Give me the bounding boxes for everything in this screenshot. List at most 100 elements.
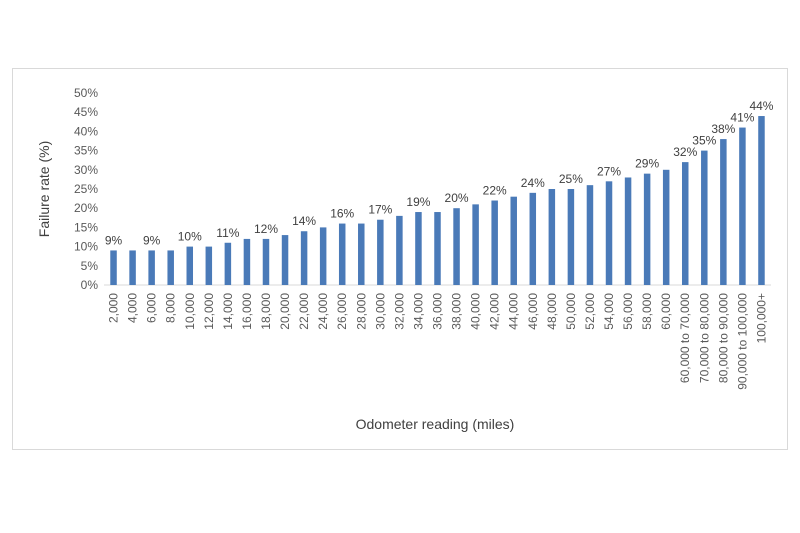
y-axis-title: Failure rate (%): [36, 141, 52, 237]
x-tick-label: 56,000: [621, 293, 635, 330]
bar: [167, 250, 174, 285]
data-label: 25%: [559, 172, 583, 186]
data-label: 22%: [483, 184, 507, 198]
data-label: 20%: [445, 191, 469, 205]
x-tick-label: 44,000: [507, 293, 521, 330]
data-label: 9%: [105, 233, 123, 247]
x-tick-label: 8,000: [164, 293, 178, 323]
chart-frame: 0% 5% 10% 15% 20% 25% 30% 35% 40% 45% 50% 9% 9% 10% 1…: [12, 68, 788, 450]
bar: [643, 173, 651, 285]
x-tick-label: 6,000: [145, 293, 159, 323]
data-label: 14%: [292, 214, 316, 228]
x-tick-label: 24,000: [316, 293, 330, 330]
x-tick-label: 38,000: [450, 293, 464, 330]
bar: [739, 127, 746, 285]
bar: [472, 204, 479, 285]
x-tick-label: 50,000: [564, 293, 578, 330]
x-tick-label: 18,000: [259, 293, 273, 330]
data-label: 12%: [254, 222, 278, 236]
bar: [358, 223, 365, 285]
data-label: 38%: [711, 122, 735, 136]
x-tick-label: 14,000: [221, 293, 235, 330]
bar: [338, 223, 346, 285]
y-tick-label: 20%: [74, 201, 98, 215]
bar: [396, 215, 403, 285]
bar: [701, 150, 708, 285]
y-tick-label: 5%: [81, 259, 99, 273]
data-labels: 9% 9% 10% 11% 12% 14% 16% 17% 19% 20% 22% 24% 25% 27%…: [105, 99, 774, 247]
x-tick-label: 90,000 to 100,000: [735, 293, 749, 390]
x-tick-label: 52,000: [583, 293, 597, 330]
bar: [662, 169, 670, 285]
x-tick-label: 34,000: [411, 293, 425, 330]
x-tick-label: 60,000 to 70,000: [678, 293, 692, 383]
data-label: 19%: [406, 195, 430, 209]
bar: [453, 208, 460, 285]
y-tick-label: 10%: [74, 240, 98, 254]
bar: [510, 196, 517, 285]
bar: [720, 139, 727, 285]
data-label: 9%: [143, 233, 161, 247]
y-tick-label: 40%: [74, 124, 98, 138]
x-tick-label: 4,000: [126, 293, 140, 323]
x-tick-label: 22,000: [297, 293, 311, 330]
x-tick-label: 30,000: [373, 293, 387, 330]
x-tick-label: 26,000: [335, 293, 349, 330]
x-tick-label: 58,000: [640, 293, 654, 330]
data-label: 16%: [330, 207, 354, 221]
bar: [300, 231, 308, 285]
x-tick-label: 28,000: [354, 293, 368, 330]
bar: [567, 189, 575, 285]
y-tick-label: 15%: [74, 220, 98, 234]
y-tick-label: 30%: [74, 163, 98, 177]
bar: [758, 116, 765, 285]
bar: [415, 212, 422, 285]
bar: [491, 200, 498, 285]
data-label: 27%: [597, 164, 621, 178]
x-tick-label: 100,000+: [754, 293, 768, 343]
bar: [681, 162, 689, 285]
bar: [224, 242, 232, 285]
y-tick-label: 35%: [74, 144, 98, 158]
x-tick-label: 10,000: [183, 293, 197, 330]
y-axis-ticks: 0% 5% 10% 15% 20% 25% 30% 35% 40% 45% 50%: [74, 86, 98, 292]
bar: [148, 250, 155, 285]
bar: [110, 250, 117, 285]
y-tick-label: 25%: [74, 182, 98, 196]
bars: [110, 116, 765, 285]
x-tick-label: 20,000: [278, 293, 292, 330]
y-tick-label: 50%: [74, 86, 98, 100]
x-tick-label: 48,000: [545, 293, 559, 330]
bar: [377, 219, 384, 285]
bar: [605, 181, 613, 285]
bar: [243, 238, 251, 285]
x-tick-label: 80,000 to 90,000: [716, 293, 730, 383]
x-tick-label: 36,000: [431, 293, 445, 330]
bar: [586, 185, 594, 285]
data-label: 10%: [178, 230, 202, 244]
bar: [548, 189, 556, 285]
data-label: 24%: [521, 176, 545, 190]
data-label: 44%: [749, 99, 773, 113]
bar: [281, 235, 289, 285]
data-label: 32%: [673, 145, 697, 159]
data-label: 11%: [216, 226, 239, 240]
x-tick-label: 2,000: [107, 293, 121, 323]
x-tick-label: 42,000: [488, 293, 502, 330]
data-label: 41%: [730, 111, 754, 125]
x-tick-label: 70,000 to 80,000: [697, 293, 711, 383]
bar: [129, 250, 136, 285]
x-tick-label: 16,000: [240, 293, 254, 330]
x-axis-title: Odometer reading (miles): [356, 416, 515, 432]
y-tick-label: 0%: [81, 278, 99, 292]
x-axis-ticks: 2,000 4,000 6,000 8,000 10,000 12,000 14,000 16…: [107, 293, 769, 390]
x-tick-label: 60,000: [659, 293, 673, 330]
bar: [262, 238, 270, 285]
x-tick-label: 46,000: [526, 293, 540, 330]
x-tick-label: 12,000: [202, 293, 216, 330]
data-label: 35%: [692, 134, 716, 148]
bar: [205, 246, 213, 285]
x-tick-label: 32,000: [392, 293, 406, 330]
bar: [186, 246, 194, 285]
bar: [624, 177, 632, 285]
